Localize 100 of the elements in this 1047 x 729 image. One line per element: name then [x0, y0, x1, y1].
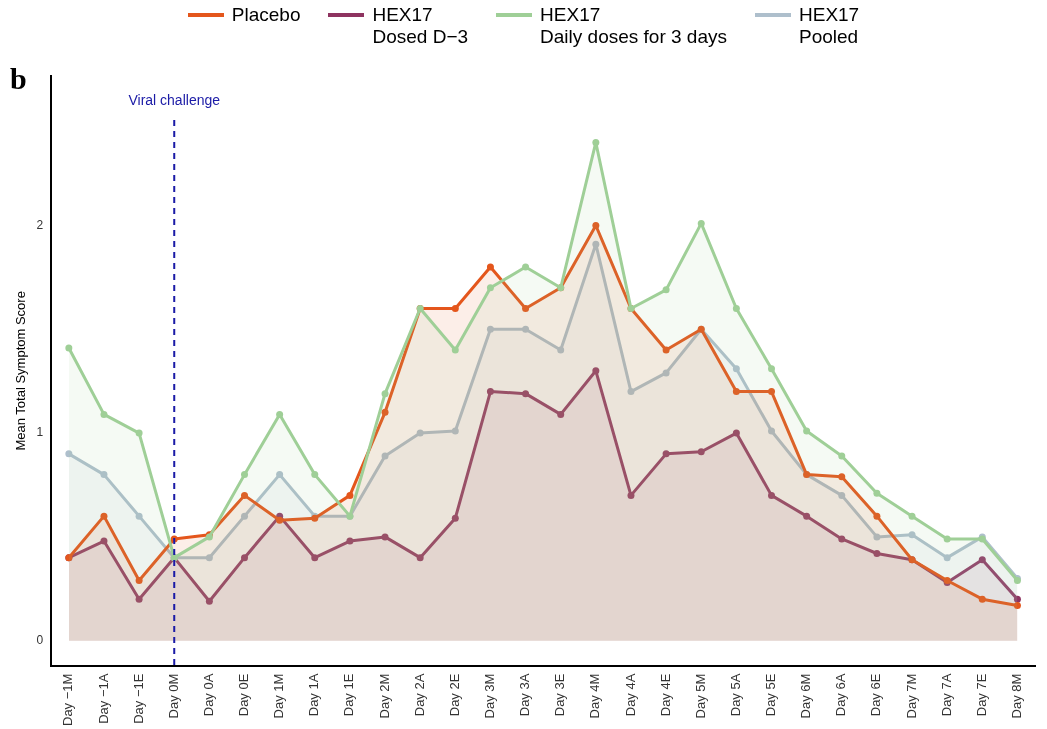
point — [732, 388, 740, 396]
x-tick-label: Day 6E — [868, 673, 884, 717]
point — [276, 516, 284, 524]
point — [522, 305, 530, 313]
point — [803, 512, 811, 520]
point — [838, 535, 846, 543]
point — [662, 286, 670, 294]
y-tick-label: 0 — [36, 633, 44, 648]
y-tick-label: 2 — [36, 217, 44, 232]
point — [135, 429, 143, 437]
x-tick-label: Day 3A — [517, 673, 533, 717]
point — [768, 491, 775, 499]
point — [557, 410, 565, 418]
point — [732, 365, 740, 373]
x-tick-label: Day 4M — [587, 673, 603, 719]
legend-label: Placebo — [231, 4, 301, 26]
point — [65, 344, 73, 352]
point — [241, 554, 249, 562]
point — [838, 452, 846, 460]
point — [135, 512, 143, 520]
point — [381, 533, 389, 541]
point — [451, 305, 459, 313]
point — [943, 554, 951, 562]
point — [627, 491, 635, 499]
point — [978, 556, 986, 564]
point — [662, 450, 670, 458]
point — [135, 595, 143, 603]
point — [592, 138, 600, 146]
point — [241, 491, 249, 499]
point — [486, 284, 494, 292]
legend-label: HEX17 Pooled — [798, 4, 860, 48]
point — [978, 595, 986, 603]
legend-label: HEX17 Daily doses for 3 days — [540, 4, 727, 48]
point — [592, 367, 600, 375]
point — [592, 221, 600, 229]
x-tick-label: Day 0M — [165, 673, 181, 719]
point — [451, 346, 459, 354]
point — [943, 535, 951, 543]
point — [592, 240, 600, 248]
point — [205, 554, 213, 562]
point — [100, 410, 108, 418]
point — [838, 491, 846, 499]
chart-title: b — [10, 61, 27, 95]
point — [416, 554, 424, 562]
point — [451, 514, 459, 522]
x-tick-label: Day 2M — [376, 673, 392, 719]
x-tick-label: Day 5M — [692, 673, 708, 719]
point — [205, 597, 213, 605]
point — [311, 554, 319, 562]
point — [557, 346, 565, 354]
x-tick-label: Day 2E — [446, 673, 462, 717]
point — [100, 537, 108, 545]
point — [100, 471, 108, 479]
x-tick-label: Day −1A — [95, 673, 111, 724]
x-tick-label: Day 6A — [833, 673, 849, 717]
x-tick-label: Day −1M — [60, 673, 76, 727]
x-tick-label: Day 5A — [727, 673, 743, 717]
x-tick-label: Day 4A — [622, 673, 638, 717]
point — [486, 263, 494, 271]
x-tick-label: Day 8M — [1009, 673, 1025, 719]
x-tick-label: Day 1E — [341, 673, 357, 717]
point — [381, 408, 389, 416]
point — [241, 512, 249, 520]
point — [697, 448, 705, 456]
point — [768, 427, 775, 435]
point — [65, 450, 73, 458]
x-tick-label: Day 3M — [482, 673, 498, 719]
y-axis-title: Mean Total Symptom Score — [13, 291, 29, 451]
point — [1013, 601, 1021, 609]
y-tick-label: 1 — [36, 425, 44, 440]
point — [451, 427, 459, 435]
point — [873, 550, 881, 558]
point — [522, 390, 530, 398]
x-tick-label: Day 4E — [657, 673, 673, 717]
point — [522, 263, 530, 271]
point — [803, 427, 811, 435]
x-tick-label: Day 7M — [903, 673, 919, 719]
x-tick-label: Day 6M — [798, 673, 814, 719]
ref-line-label: Viral challenge — [128, 91, 221, 108]
point — [311, 471, 319, 479]
point — [486, 388, 494, 396]
point — [873, 489, 881, 497]
point — [838, 473, 846, 481]
legend-label: HEX17 Dosed D−3 — [372, 4, 469, 48]
point — [662, 369, 670, 377]
point — [768, 388, 775, 396]
x-tick-label: Day 7E — [973, 673, 989, 717]
point — [381, 390, 389, 398]
point — [100, 512, 108, 520]
point — [873, 512, 881, 520]
point — [732, 429, 740, 437]
x-tick-label: Day 0A — [200, 673, 216, 717]
x-tick-label: Day −1E — [130, 673, 146, 724]
x-tick-label: Day 5E — [763, 673, 779, 717]
point — [697, 219, 705, 227]
x-tick-label: Day 3E — [552, 673, 568, 717]
point — [346, 537, 354, 545]
point — [241, 471, 249, 479]
x-tick-label: Day 7A — [938, 673, 954, 717]
point — [346, 491, 354, 499]
